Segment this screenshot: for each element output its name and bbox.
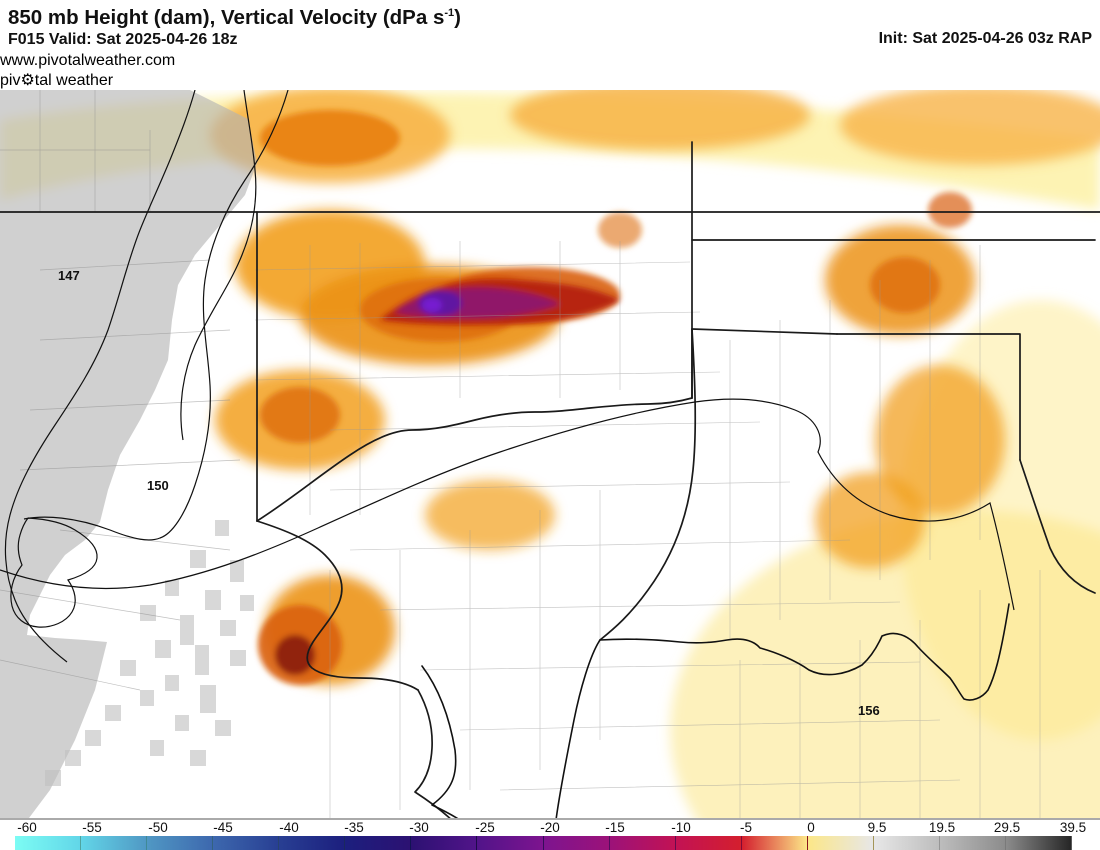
svg-text:147: 147 (58, 268, 80, 283)
svg-text:156: 156 (858, 703, 880, 718)
svg-text:150: 150 (147, 478, 169, 493)
